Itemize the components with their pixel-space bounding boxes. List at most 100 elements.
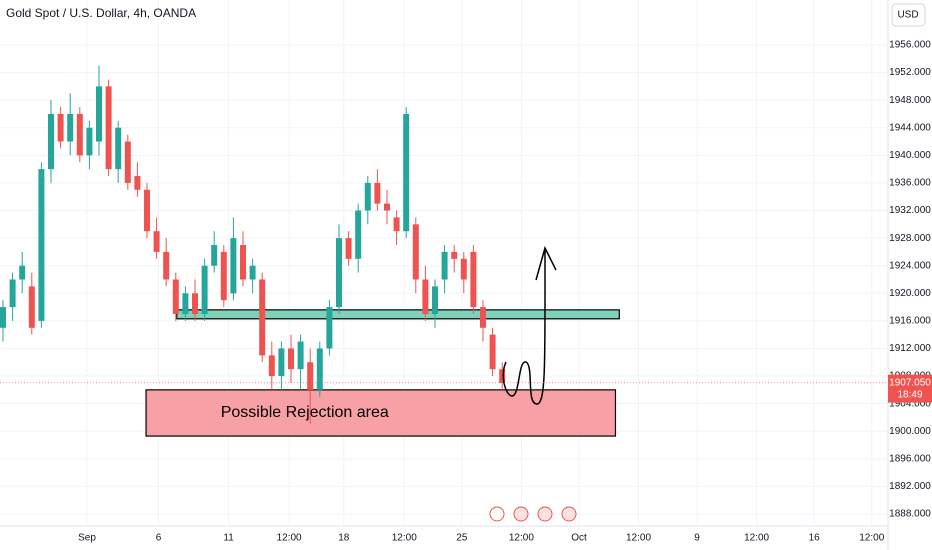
y-tick-label: 1936.000 <box>889 178 931 189</box>
candle-body <box>268 355 275 377</box>
candle-body <box>230 238 237 294</box>
y-tick-label: 1956.000 <box>889 40 931 51</box>
y-tick-label: 1888.000 <box>889 509 931 520</box>
candle-body <box>105 86 112 170</box>
x-tick-label: 12:00 <box>626 533 651 544</box>
candle-body <box>38 169 45 321</box>
candle-body <box>95 86 102 142</box>
candle-body <box>115 127 122 170</box>
candle-body <box>489 334 496 370</box>
y-tick-label: 1928.000 <box>889 233 931 244</box>
x-tick-label: 6 <box>156 533 162 544</box>
candle-body <box>124 141 131 183</box>
candle-body <box>335 238 342 308</box>
candle-body <box>0 307 6 328</box>
x-tick-label: 12:00 <box>277 533 302 544</box>
candle-body <box>479 307 486 328</box>
candle-body <box>345 238 352 259</box>
candle-body <box>412 224 419 280</box>
candle-body <box>307 362 314 390</box>
zones: Possible Rejection area <box>145 309 620 437</box>
x-tick-label: 25 <box>456 533 468 544</box>
zone <box>176 309 620 320</box>
x-tick-label: 16 <box>809 533 821 544</box>
candle-body <box>278 348 285 377</box>
y-tick-label: 1920.000 <box>889 288 931 299</box>
last-price-label: 1907.050 <box>889 377 931 388</box>
candle-body <box>143 189 150 232</box>
currency-button[interactable] <box>891 3 926 27</box>
x-tick-label: 18 <box>338 533 350 544</box>
y-tick-label: 1952.000 <box>889 67 931 78</box>
y-tick-label: 1904.000 <box>889 398 931 409</box>
x-tick-label: 12:00 <box>392 533 417 544</box>
last-price-box <box>888 374 932 403</box>
candle-body <box>431 286 438 314</box>
candle-body <box>326 307 333 349</box>
candle-body <box>191 293 198 314</box>
zone <box>145 389 617 437</box>
candle-body <box>393 217 400 232</box>
candle-body <box>355 210 362 259</box>
candle-body <box>499 369 506 383</box>
candle-body <box>470 251 477 308</box>
candle-body <box>451 251 458 259</box>
candle-body <box>134 176 141 190</box>
event-icons <box>489 506 577 522</box>
zone-label: Possible Rejection area <box>221 404 389 421</box>
candle-body <box>57 113 64 142</box>
candle-body <box>239 245 246 280</box>
candle-body <box>67 113 74 142</box>
candle-body <box>374 182 381 204</box>
y-tick-label: 1932.000 <box>889 205 931 216</box>
x-tick-label: 12:00 <box>509 533 534 544</box>
y-tick-label: 1924.000 <box>889 260 931 271</box>
y-tick-label: 1944.000 <box>889 122 931 133</box>
x-tick-label: Oct <box>571 533 587 544</box>
x-tick-label: 9 <box>694 533 700 544</box>
candles <box>0 65 506 425</box>
candle-body <box>211 245 218 266</box>
candle-body <box>287 348 294 370</box>
candle-body <box>9 279 16 308</box>
y-tick-label: 1892.000 <box>889 481 931 492</box>
countdown-label: 18:49 <box>897 389 922 400</box>
y-tick-label: 1948.000 <box>889 95 931 106</box>
candle-body <box>47 113 54 170</box>
currency-label[interactable]: USD <box>897 10 918 21</box>
x-tick-label: 11 <box>223 533 234 544</box>
axes: 1888.000 1892.000 1896.000 1900.000 1904.000… <box>0 40 932 544</box>
candle-body <box>172 279 179 314</box>
candle-body <box>163 251 170 280</box>
candle-body <box>76 113 83 156</box>
candle-body <box>86 127 93 156</box>
chart-title: Gold Spot / U.S. Dollar, 4h, OANDA <box>6 6 196 20</box>
drawing-arrow <box>502 245 557 405</box>
y-tick-label: 1912.000 <box>889 343 931 354</box>
candle-body <box>316 348 323 390</box>
candle-body <box>364 182 371 211</box>
x-tick-label: 12:00 <box>744 533 769 544</box>
x-tick-label: 12:00 <box>859 533 884 544</box>
candle-body <box>383 203 390 211</box>
y-tick-label: 1940.000 <box>889 150 931 161</box>
candle-body <box>28 286 35 328</box>
candle-body <box>297 341 304 370</box>
candle-body <box>460 258 467 280</box>
y-tick-label: 1896.000 <box>889 453 931 464</box>
candle-body <box>153 231 160 252</box>
candle-body <box>220 251 227 301</box>
candle-body <box>422 279 429 314</box>
candle-body <box>182 293 189 314</box>
candle-body <box>201 265 208 314</box>
candle-body <box>19 265 26 280</box>
candle-body <box>441 251 448 280</box>
candle-body <box>403 113 410 232</box>
candle-body <box>259 279 266 356</box>
x-tick-label: Sep <box>78 533 96 544</box>
candle-body <box>249 265 256 280</box>
y-tick-label: 1900.000 <box>889 426 931 437</box>
y-tick-label: 1916.000 <box>889 316 931 327</box>
